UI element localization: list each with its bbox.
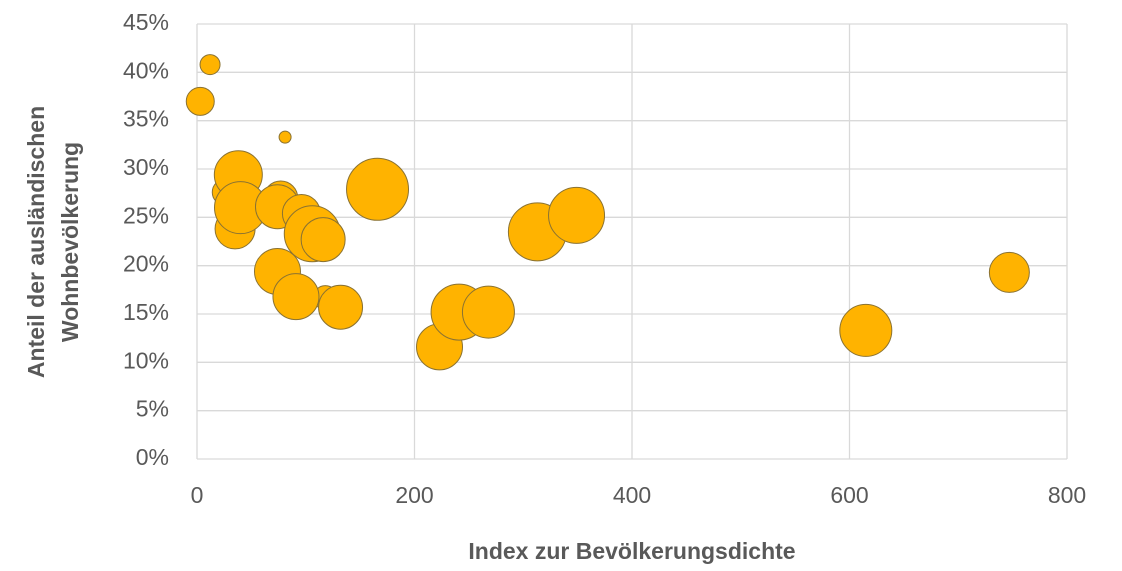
bubble (548, 186, 606, 244)
y-tick-label: 30% (123, 154, 169, 180)
bubble (318, 284, 364, 330)
y-tick-label: 25% (123, 202, 169, 228)
x-axis-title: Index zur Bevölkerungsdichte (468, 538, 795, 564)
x-tick-label: 0 (191, 482, 204, 508)
y-tick-label: 35% (123, 106, 169, 132)
bubble (346, 157, 410, 221)
y-tick-label: 10% (123, 347, 169, 373)
x-tick-label: 800 (1048, 482, 1086, 508)
y-tick-label: 0% (136, 444, 169, 470)
y-tick-label: 15% (123, 299, 169, 325)
bubble (272, 273, 320, 321)
y-axis-title: Wohnbevölkerung (57, 142, 83, 342)
bubble (839, 303, 893, 357)
bubble (185, 86, 215, 116)
y-tick-label: 20% (123, 251, 169, 277)
bubble (278, 130, 292, 144)
bubble (199, 54, 221, 76)
x-tick-label: 600 (830, 482, 868, 508)
y-axis-title: Anteil der ausländischen (23, 106, 49, 378)
y-tick-label: 45% (123, 9, 169, 35)
bubble (300, 217, 346, 263)
y-tick-label: 5% (136, 396, 169, 422)
y-tick-label: 40% (123, 57, 169, 83)
bubble (988, 251, 1030, 293)
bubble (461, 285, 515, 339)
x-tick-label: 400 (613, 482, 651, 508)
x-tick-label: 200 (395, 482, 433, 508)
